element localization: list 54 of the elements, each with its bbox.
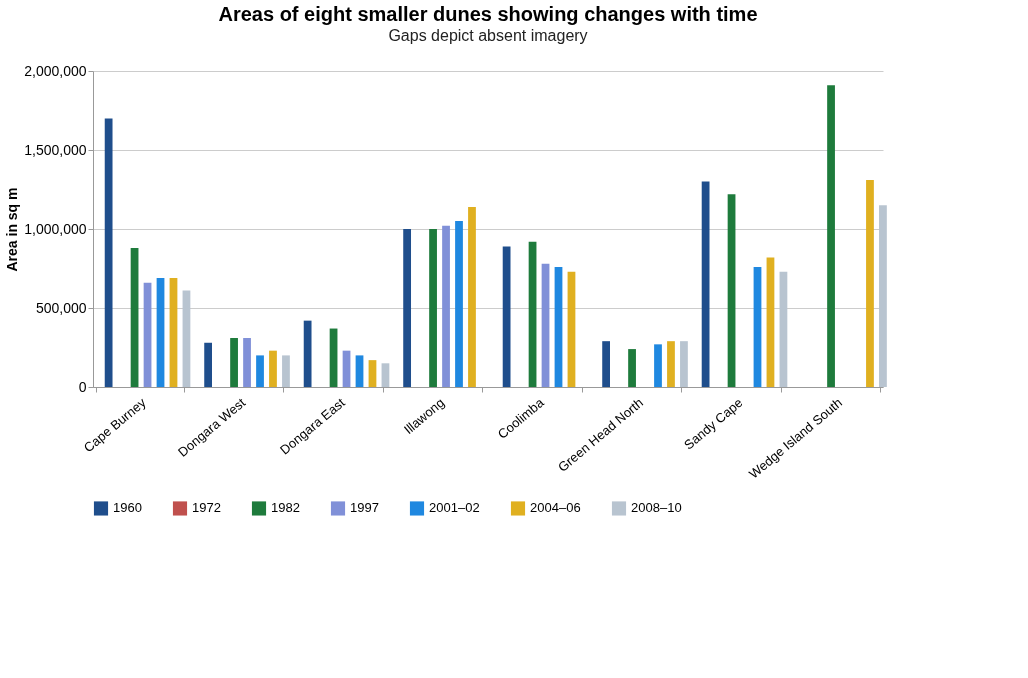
bar (541, 263, 550, 387)
bar (753, 266, 762, 387)
bar (269, 350, 277, 387)
bar (680, 341, 688, 387)
bar (355, 355, 364, 387)
chart-subtitle: Gaps depict absent imagery (388, 27, 588, 44)
bar (243, 338, 251, 387)
bar (403, 229, 412, 387)
bar (502, 246, 511, 387)
y-tick-label: 1,500,000 (24, 141, 87, 158)
bar (429, 229, 437, 387)
bar (282, 355, 290, 387)
bar (169, 277, 178, 387)
bar (701, 181, 710, 387)
y-axis-title: Area in sq m (4, 187, 21, 272)
legend-label: 1997 (350, 500, 379, 516)
bar (879, 205, 887, 387)
bar (368, 360, 377, 387)
bar (628, 349, 636, 387)
bar (204, 342, 213, 387)
bar (156, 277, 165, 387)
bar (442, 225, 450, 387)
legend-label: 2004–06 (530, 500, 581, 516)
bar (554, 266, 563, 387)
bar (567, 271, 576, 387)
bar (779, 271, 788, 387)
bar (303, 320, 312, 387)
y-tick-label: 2,000,000 (24, 62, 87, 79)
legend-label: 1972 (192, 500, 221, 516)
bar (130, 247, 139, 387)
bar (104, 118, 113, 387)
bar (256, 355, 264, 387)
bar (866, 180, 874, 387)
bar (230, 338, 238, 387)
legend-label: 2001–02 (429, 500, 480, 516)
bar (381, 363, 390, 387)
bar (766, 257, 775, 387)
legend-label: 2008–10 (631, 500, 682, 516)
legend-label: 1960 (113, 500, 142, 516)
bar (468, 206, 476, 387)
bar (528, 241, 537, 387)
bar (827, 85, 835, 387)
bar (143, 282, 152, 387)
y-tick-label: 1,000,000 (24, 220, 87, 237)
bar (455, 221, 463, 387)
bar (602, 341, 610, 387)
chart-title: Areas of eight smaller dunes showing changes with time (218, 3, 758, 25)
bar (727, 194, 736, 387)
bar (654, 344, 662, 387)
legend-label: 1982 (271, 500, 300, 516)
bar (182, 290, 191, 387)
bar (667, 341, 675, 387)
y-tick-label: 500,000 (35, 299, 87, 316)
y-tick-label: 0 (78, 378, 87, 395)
